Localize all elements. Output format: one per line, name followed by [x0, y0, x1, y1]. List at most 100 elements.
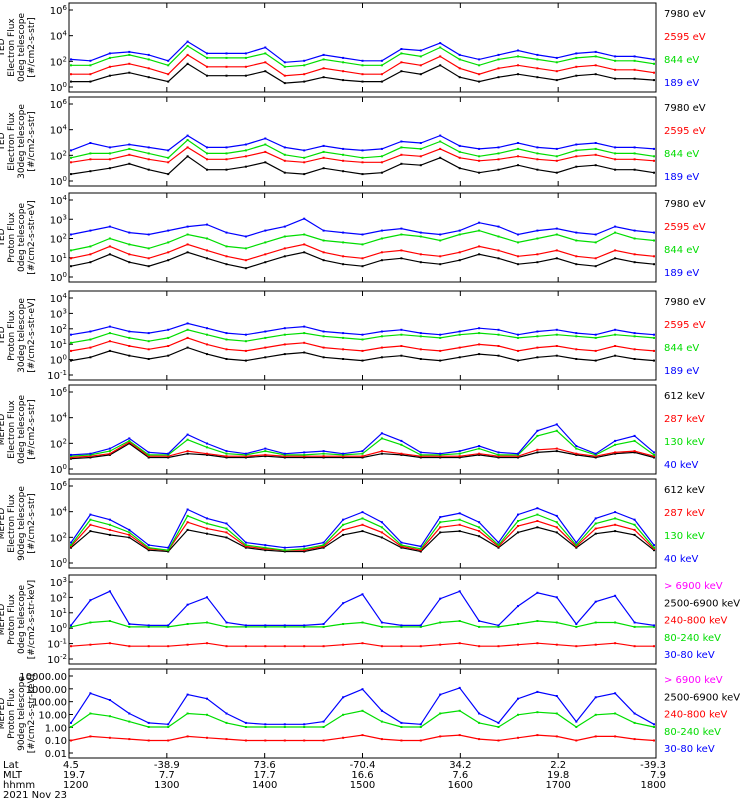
y-tick-label: 102 [50, 323, 67, 336]
data-point [458, 456, 461, 459]
data-point [478, 535, 481, 538]
data-point [517, 333, 519, 336]
data-point [206, 168, 208, 171]
data-point [419, 155, 422, 158]
data-point [419, 253, 422, 256]
data-point [380, 450, 383, 453]
data-point [303, 453, 306, 456]
data-point [575, 263, 578, 266]
legend-entry: 844 eV [664, 343, 699, 354]
data-point [614, 168, 617, 171]
data-point [108, 699, 111, 701]
y-axis-title-line: 0deg telescope [17, 585, 27, 655]
data-point [244, 721, 247, 724]
data-point [458, 452, 461, 455]
data-point [419, 547, 422, 550]
data-point [517, 736, 519, 739]
data-point [497, 257, 500, 260]
data-point [361, 59, 364, 62]
y-tick-label: 1.00 [45, 723, 67, 734]
data-point [380, 720, 383, 723]
data-point [264, 229, 267, 232]
data-point [342, 456, 345, 459]
data-point [361, 156, 364, 159]
data-point [70, 546, 72, 549]
data-point [439, 735, 442, 738]
data-point [70, 456, 72, 459]
data-point [128, 645, 131, 648]
y-axis-title-line: Electron Flux [7, 494, 17, 553]
data-point [303, 233, 306, 236]
data-point [186, 146, 189, 149]
data-point [555, 227, 558, 230]
data-point [458, 229, 461, 232]
data-point [575, 332, 578, 335]
data-point [147, 332, 150, 335]
data-point [361, 243, 364, 246]
data-point [575, 335, 578, 338]
data-point [614, 146, 617, 149]
data-point [89, 158, 92, 161]
data-point [322, 239, 325, 242]
data-point [186, 225, 189, 228]
data-point [225, 621, 228, 624]
data-point [614, 231, 617, 234]
data-point [303, 624, 306, 627]
y-tick-label: 106 [50, 386, 68, 399]
y-axis-title-line: 0deg telescope [17, 203, 27, 273]
data-point [400, 146, 403, 149]
data-point [458, 346, 461, 349]
data-point [70, 457, 72, 460]
data-point [614, 735, 617, 738]
data-point [419, 335, 422, 338]
x-lat-value: 4.5 [63, 760, 79, 771]
data-point [147, 257, 150, 260]
data-point [206, 343, 208, 346]
x-lat-value: 2.2 [550, 760, 566, 771]
data-point [517, 73, 519, 76]
data-point [536, 434, 539, 437]
data-point [478, 712, 481, 715]
data-point [594, 735, 597, 738]
data-point [633, 518, 636, 521]
data-point [458, 590, 461, 593]
data-point [342, 147, 345, 150]
data-point [575, 143, 578, 146]
data-point [70, 544, 72, 547]
data-point [497, 53, 500, 56]
data-point [555, 596, 558, 599]
data-point [614, 68, 617, 71]
data-point [167, 73, 170, 76]
data-point [128, 147, 131, 150]
data-point [419, 645, 422, 648]
data-point [478, 530, 481, 533]
legend-entry: 130 keV [664, 437, 705, 448]
data-point [361, 64, 364, 67]
data-point [497, 546, 500, 549]
data-point [283, 726, 286, 728]
data-point [439, 333, 442, 336]
data-point [244, 247, 247, 250]
data-point [633, 439, 636, 442]
flux-panel-6: MEPED Electron Flux 90deg telescope [#/cm2-… [0, 478, 705, 569]
data-point [497, 146, 500, 149]
legend-entry: 844 eV [664, 245, 699, 256]
data-point [555, 354, 558, 357]
data-point [89, 59, 92, 62]
data-point [478, 327, 481, 330]
data-point [555, 423, 558, 426]
data-point [497, 541, 500, 544]
data-point [342, 255, 345, 258]
data-point [70, 58, 72, 61]
data-point [89, 253, 92, 256]
data-point [361, 523, 364, 526]
data-point [70, 645, 72, 648]
data-point [458, 259, 461, 262]
data-point [594, 643, 597, 646]
y-tick-label: 102 [50, 437, 67, 450]
data-point [283, 74, 286, 77]
data-point [128, 531, 131, 534]
data-point [400, 233, 403, 236]
data-point [594, 147, 597, 150]
data-point [147, 544, 150, 547]
